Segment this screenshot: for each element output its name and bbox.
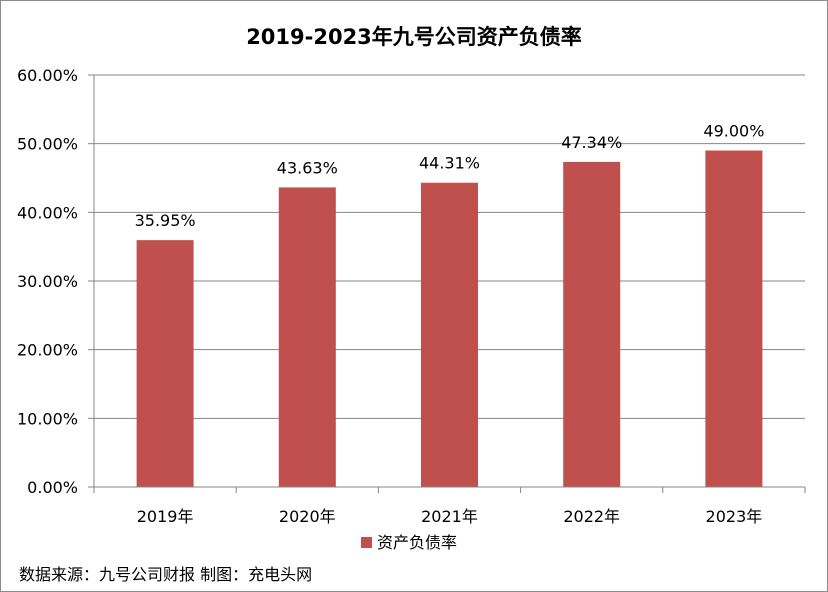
y-axis: 0.00% 10.00% 20.00% 30.00% 40.00% 50.00% 60.00… <box>17 66 95 497</box>
y-tick-label: 10.00% <box>17 409 78 428</box>
source-note: 数据来源：九号公司财报 制图：充电头网 <box>19 565 312 584</box>
data-label: 47.34% <box>561 133 622 152</box>
chart-title: 2019-2023年九号公司资产负债率 <box>246 25 582 49</box>
bar <box>136 240 194 487</box>
bar <box>563 161 621 487</box>
y-tick-label: 0.00% <box>27 478 78 497</box>
y-tick-label: 40.00% <box>17 203 78 222</box>
y-tick-label: 20.00% <box>17 341 78 360</box>
data-labels: 35.95% 43.63% 44.31% 47.34% 49.00% <box>135 122 765 231</box>
y-tick-label: 30.00% <box>17 272 78 291</box>
x-tick-label: 2021年 <box>421 507 478 526</box>
data-label: 44.31% <box>419 154 480 173</box>
x-tick-label: 2023年 <box>706 507 763 526</box>
legend-label: 资产负债率 <box>377 533 457 552</box>
x-axis: 2019年 2020年 2021年 2022年 2023年 <box>93 486 806 526</box>
legend-swatch <box>361 537 372 548</box>
y-tick-label: 60.00% <box>17 66 78 85</box>
y-tick-label: 50.00% <box>17 135 78 154</box>
bar <box>278 187 336 487</box>
x-tick-label: 2022年 <box>563 507 620 526</box>
x-tick-label: 2019年 <box>137 507 194 526</box>
x-tick-label: 2020年 <box>279 507 336 526</box>
data-label: 49.00% <box>703 122 764 141</box>
legend: 资产负债率 <box>361 533 457 552</box>
data-label: 43.63% <box>277 158 338 177</box>
bars <box>136 150 763 488</box>
data-label: 35.95% <box>135 211 196 230</box>
bar <box>421 182 478 487</box>
bar <box>705 150 763 488</box>
